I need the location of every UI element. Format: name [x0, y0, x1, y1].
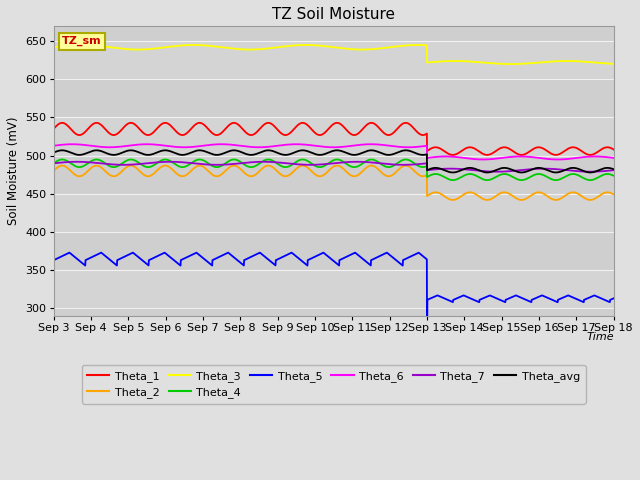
Theta_3 — [594, 60, 602, 66]
Theta_2 — [78, 173, 86, 179]
Theta_3 — [491, 60, 499, 66]
Theta_5 — [423, 339, 431, 345]
Theta_avg — [308, 150, 316, 156]
Bar — [54, 156, 614, 194]
Theta_avg — [50, 150, 58, 156]
Bar — [54, 26, 614, 41]
Theta_2 — [50, 168, 58, 174]
Theta_6 — [78, 142, 86, 147]
Theta_avg — [491, 168, 499, 173]
Theta_3 — [77, 42, 85, 48]
Title: TZ Soil Moisture: TZ Soil Moisture — [272, 7, 395, 22]
Theta_4 — [78, 164, 86, 169]
Theta_1 — [586, 152, 594, 158]
Theta_4 — [610, 173, 618, 179]
Line: Theta_6: Theta_6 — [54, 144, 614, 159]
Theta_4 — [323, 162, 330, 168]
Theta_7 — [353, 159, 361, 165]
Theta_6 — [308, 143, 316, 148]
Theta_5 — [610, 295, 618, 301]
Theta_3 — [594, 60, 602, 66]
Bar — [54, 79, 614, 118]
Theta_5 — [308, 255, 316, 261]
Theta_7 — [322, 161, 330, 167]
Theta_avg — [78, 152, 86, 157]
Theta_3 — [308, 42, 316, 48]
Theta_1 — [196, 120, 204, 126]
Theta_3 — [50, 44, 58, 50]
Theta_4 — [594, 175, 602, 180]
Theta_6 — [50, 143, 58, 149]
Line: Theta_4: Theta_4 — [54, 159, 614, 180]
Theta_avg — [196, 147, 204, 153]
Theta_5 — [594, 294, 602, 300]
Theta_avg — [610, 167, 618, 172]
Theta_3 — [508, 61, 515, 67]
Theta_2 — [594, 194, 602, 200]
Theta_2 — [196, 163, 204, 168]
Text: Time: Time — [586, 332, 614, 342]
Legend: Theta_1, Theta_2, Theta_3, Theta_4, Theta_5, Theta_6, Theta_7, Theta_avg: Theta_1, Theta_2, Theta_3, Theta_4, Thet… — [82, 365, 586, 404]
Theta_6 — [143, 141, 151, 147]
Theta_7 — [307, 162, 315, 168]
Theta_7 — [594, 168, 602, 174]
Theta_6 — [610, 155, 618, 161]
Theta_7 — [610, 168, 618, 173]
Theta_6 — [491, 156, 499, 162]
Theta_avg — [586, 169, 594, 175]
Theta_5 — [492, 295, 499, 300]
Theta_4 — [594, 175, 602, 180]
Theta_1 — [78, 132, 86, 137]
Theta_3 — [323, 44, 330, 49]
Theta_4 — [196, 156, 204, 162]
Theta_7 — [594, 168, 602, 174]
Theta_5 — [594, 294, 602, 300]
Theta_2 — [308, 168, 316, 174]
Theta_4 — [586, 177, 594, 183]
Theta_7 — [50, 160, 58, 166]
Theta_2 — [594, 194, 602, 200]
Theta_1 — [491, 149, 499, 155]
Theta_2 — [323, 170, 330, 176]
Theta_4 — [308, 160, 316, 166]
Theta_1 — [594, 149, 602, 155]
Theta_7 — [587, 169, 595, 175]
Theta_1 — [50, 126, 58, 132]
Line: Theta_3: Theta_3 — [54, 45, 614, 64]
Line: Theta_1: Theta_1 — [54, 123, 614, 155]
Theta_7 — [78, 159, 86, 165]
Theta_3 — [79, 42, 86, 48]
Theta_4 — [50, 160, 58, 166]
Theta_2 — [610, 192, 618, 197]
Text: TZ_sm: TZ_sm — [62, 36, 102, 46]
Theta_avg — [594, 168, 602, 173]
Line: Theta_7: Theta_7 — [54, 162, 614, 172]
Theta_1 — [594, 149, 602, 155]
Theta_6 — [554, 156, 561, 162]
Theta_6 — [594, 154, 602, 159]
Line: Theta_2: Theta_2 — [54, 166, 614, 200]
Bar — [54, 308, 614, 316]
Theta_1 — [323, 129, 330, 134]
Bar — [54, 232, 614, 270]
Theta_6 — [594, 154, 602, 159]
Theta_1 — [610, 147, 618, 153]
Y-axis label: Soil Moisture (mV): Soil Moisture (mV) — [7, 117, 20, 225]
Theta_2 — [586, 197, 594, 203]
Theta_7 — [491, 169, 499, 175]
Line: Theta_avg: Theta_avg — [54, 150, 614, 172]
Theta_avg — [323, 151, 330, 156]
Theta_5 — [323, 252, 330, 258]
Theta_6 — [323, 144, 330, 150]
Theta_2 — [491, 194, 499, 200]
Theta_5 — [50, 257, 58, 263]
Theta_avg — [594, 168, 602, 173]
Theta_4 — [491, 175, 499, 180]
Theta_5 — [78, 260, 86, 266]
Line: Theta_5: Theta_5 — [54, 252, 614, 342]
Theta_3 — [610, 61, 618, 67]
Theta_5 — [224, 250, 232, 255]
Theta_1 — [308, 126, 316, 132]
